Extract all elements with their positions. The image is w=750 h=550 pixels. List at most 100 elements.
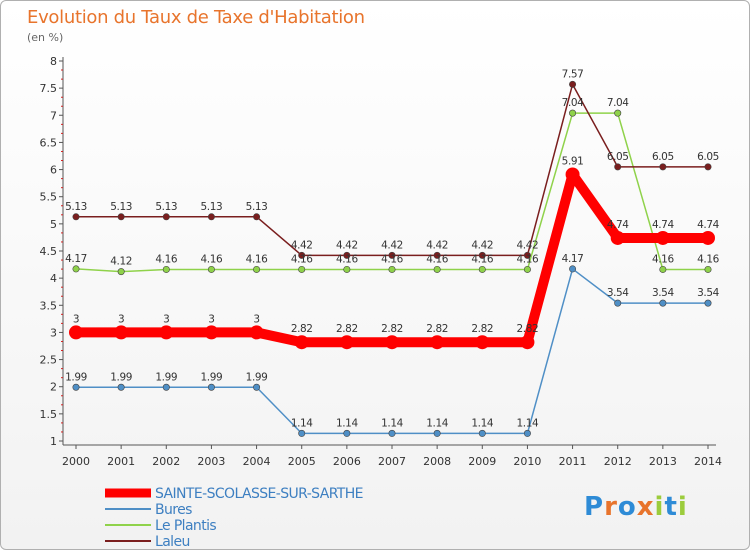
x-tick-label: 2011 [559, 455, 587, 468]
x-tick-label: 2008 [423, 455, 451, 468]
data-label: 4.74 [607, 219, 629, 231]
y-tick-label: 3.5 [40, 299, 58, 312]
y-tick-label: 7 [50, 109, 57, 122]
data-point [207, 213, 215, 221]
data-labels: 1.99 1.99 1.99 1.99 1.99 1.14 1.14 1.14 1.14 1.14… [65, 68, 720, 429]
data-point [69, 325, 83, 340]
data-label: 4.17 [562, 253, 584, 265]
data-point [343, 251, 351, 259]
data-label: 2.82 [471, 323, 493, 335]
data-point [704, 299, 712, 307]
data-label: 4.74 [697, 219, 719, 231]
data-point [565, 167, 580, 182]
data-point [298, 429, 306, 437]
data-point [117, 268, 125, 276]
data-label: 4.16 [652, 253, 674, 265]
data-label: 1.99 [65, 371, 87, 383]
series-sainte-scolasse-sur-sarthe [69, 167, 715, 350]
data-point [659, 265, 667, 273]
data-point [478, 429, 486, 437]
data-point [433, 429, 441, 437]
data-label: 3.54 [652, 287, 674, 299]
data-point [569, 265, 577, 273]
x-tick-label: 2014 [694, 455, 722, 468]
data-label: 3 [208, 313, 214, 325]
data-label: 5.13 [65, 201, 87, 213]
logo-letter: i [654, 492, 665, 522]
data-point [253, 265, 261, 273]
data-point [207, 383, 215, 391]
data-label: 2.82 [381, 323, 403, 335]
data-point [569, 109, 577, 117]
data-point [478, 265, 486, 273]
data-label: 4.17 [65, 253, 87, 265]
y-tick-label: 4.5 [40, 245, 58, 258]
data-label: 3 [73, 313, 79, 325]
data-label: 1.14 [291, 417, 313, 429]
data-point [610, 230, 625, 245]
data-point [659, 299, 667, 307]
data-label: 3 [118, 313, 124, 325]
data-point [523, 429, 531, 437]
logo-letter: o [617, 492, 637, 522]
data-point [433, 251, 441, 259]
legend-label: Laleu [155, 534, 190, 550]
data-point [339, 335, 354, 350]
data-label: 4.16 [381, 253, 403, 265]
x-tick-label: 2012 [604, 455, 632, 468]
y-tick-label: 6.5 [40, 136, 58, 149]
series-le-plantis [72, 109, 712, 276]
data-label: 4.42 [426, 239, 448, 251]
x-tick-label: 2003 [197, 455, 225, 468]
data-label: 4.74 [652, 219, 674, 231]
data-label: 1.14 [517, 417, 539, 429]
proxiti-logo: Proxiti [584, 492, 688, 522]
data-point [659, 163, 667, 171]
data-label: 1.14 [471, 417, 493, 429]
y-tick-label: 3 [50, 326, 57, 339]
legend-label: SAINTE-SCOLASSE-SUR-SARTHE [155, 486, 363, 502]
data-point [704, 163, 712, 171]
logo-letter: r [604, 492, 618, 522]
data-point [114, 325, 129, 340]
logo-letter: t [664, 492, 678, 522]
data-label: 7.57 [562, 68, 584, 80]
data-point [249, 325, 264, 340]
data-point [298, 265, 306, 273]
data-label: 6.05 [607, 151, 629, 163]
data-label: 4.42 [291, 239, 313, 251]
x-tick-label: 2006 [333, 455, 361, 468]
data-point [655, 230, 670, 245]
data-label: 1.14 [381, 417, 403, 429]
y-tick-label: 8 [50, 55, 57, 68]
data-label: 1.99 [246, 371, 268, 383]
data-label: 5.13 [246, 201, 268, 213]
data-point [207, 265, 215, 273]
data-label: 4.16 [697, 253, 719, 265]
data-label: 4.16 [336, 253, 358, 265]
series-bures [72, 265, 712, 437]
x-tick-label: 2000 [62, 455, 90, 468]
logo-letter: i [677, 492, 688, 522]
data-point [117, 213, 125, 221]
data-point [520, 335, 535, 350]
x-tick-label: 2009 [468, 455, 496, 468]
y-tick-label: 5 [50, 218, 57, 231]
data-label: 2.82 [426, 323, 448, 335]
data-point [253, 213, 261, 221]
data-point [704, 265, 712, 273]
data-label: 3.54 [607, 287, 629, 299]
data-label: 5.91 [562, 155, 584, 167]
data-label: 4.42 [336, 239, 358, 251]
data-point [388, 429, 396, 437]
x-tick-label: 2013 [649, 455, 677, 468]
data-label: 4.42 [471, 239, 493, 251]
data-point [72, 213, 80, 221]
data-point [433, 265, 441, 273]
x-tick-label: 2010 [513, 455, 541, 468]
data-point [614, 109, 622, 117]
x-tick-label: 2005 [288, 455, 316, 468]
